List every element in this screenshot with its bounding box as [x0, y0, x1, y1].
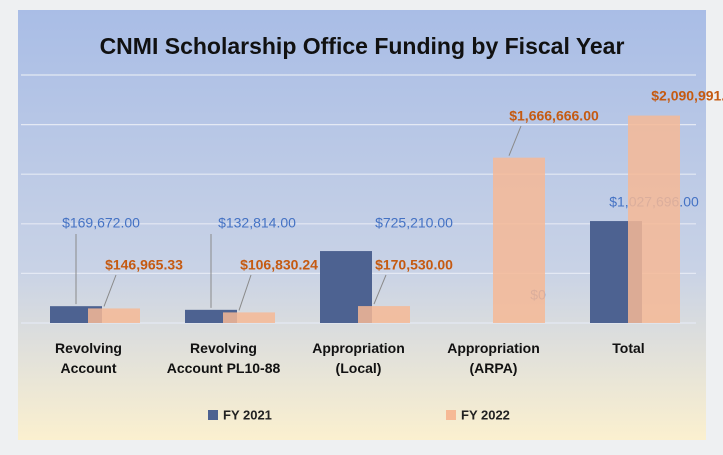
leader-line — [103, 274, 117, 307]
x-tick-label: Total — [612, 340, 644, 356]
legend-swatch — [208, 410, 218, 420]
legend-label: FY 2021 — [223, 407, 272, 422]
x-tick-label: Revolving Account PL10-88 — [167, 340, 281, 376]
leader-line — [238, 274, 252, 311]
leader-line — [373, 274, 387, 305]
data-label: $132,814.00 — [218, 215, 296, 231]
bar — [88, 308, 140, 323]
bar — [493, 157, 545, 323]
x-tick-label: Revolving Account — [55, 340, 122, 376]
data-label: $1,666,666.00 — [509, 108, 599, 124]
data-label: $146,965.33 — [105, 257, 183, 273]
data-label: $169,672.00 — [62, 215, 140, 231]
x-tick-label: Appropriation (Local) — [312, 340, 405, 376]
data-label: $170,530.00 — [375, 257, 453, 273]
bar — [628, 115, 680, 323]
data-label: $2,090,991.57 — [651, 88, 723, 104]
data-label: $725,210.00 — [375, 215, 453, 231]
legend-swatch — [446, 410, 456, 420]
x-tick-label: Appropriation (ARPA) — [447, 340, 540, 376]
chart-title: CNMI Scholarship Office Funding by Fisca… — [100, 33, 625, 59]
data-label: $106,830.24 — [240, 257, 318, 273]
bar — [223, 312, 275, 323]
leader-line — [508, 125, 522, 156]
bar — [358, 306, 410, 323]
legend-label: FY 2022 — [461, 407, 510, 422]
